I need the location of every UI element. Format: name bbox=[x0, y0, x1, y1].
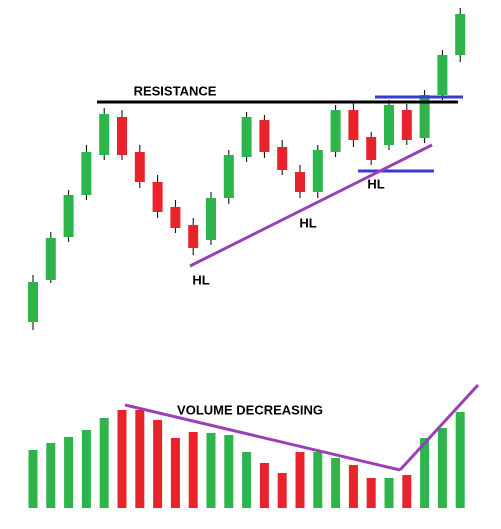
volume-bar bbox=[64, 437, 74, 508]
volume-bar bbox=[437, 428, 447, 508]
trend-line bbox=[189, 143, 433, 268]
candle-body bbox=[63, 195, 74, 237]
candle-body bbox=[28, 282, 38, 322]
annotation: VOLUME DECREASING bbox=[177, 402, 323, 417]
volume-bar bbox=[455, 412, 465, 508]
volume-bar bbox=[153, 420, 163, 508]
candle-body bbox=[81, 152, 92, 195]
volume-trend-line bbox=[398, 383, 480, 472]
volume-bar bbox=[28, 450, 38, 508]
volume-bar bbox=[135, 410, 145, 508]
volume-bar bbox=[242, 452, 252, 508]
candle-body bbox=[206, 198, 216, 240]
candle-body bbox=[188, 225, 199, 248]
annotation: HL bbox=[367, 176, 384, 191]
candle-body bbox=[312, 150, 323, 192]
candle-body bbox=[348, 110, 359, 140]
volume-bar bbox=[99, 418, 109, 508]
volume-bar bbox=[420, 438, 430, 508]
volume-bar bbox=[81, 430, 91, 508]
candle-body bbox=[117, 117, 127, 155]
volume-bar bbox=[402, 475, 412, 508]
annotation: RESISTANCE bbox=[134, 83, 217, 98]
volume-bar bbox=[384, 478, 394, 508]
candle-body bbox=[295, 172, 305, 192]
candle-body bbox=[152, 182, 163, 212]
candle-body bbox=[366, 137, 377, 160]
annotation: HL bbox=[192, 272, 209, 287]
candle-body bbox=[330, 110, 341, 152]
volume-bar bbox=[366, 478, 376, 508]
candle-body bbox=[277, 147, 288, 170]
volume-bar bbox=[206, 433, 216, 508]
candle-body bbox=[259, 120, 270, 152]
volume-bar bbox=[313, 452, 323, 508]
volume-bar bbox=[348, 465, 358, 508]
candle-body bbox=[241, 117, 252, 157]
candle-body bbox=[45, 238, 56, 280]
candle-body bbox=[384, 105, 394, 145]
volume-bar bbox=[117, 410, 127, 508]
volume-bar bbox=[259, 463, 269, 508]
volume-bar bbox=[224, 435, 234, 508]
candle-body bbox=[99, 114, 110, 155]
marks bbox=[28, 8, 466, 508]
volume-bar bbox=[188, 432, 198, 508]
volume-bar bbox=[295, 452, 305, 508]
volume-bar bbox=[46, 443, 56, 508]
volume-bar bbox=[277, 473, 287, 508]
candle-body bbox=[134, 152, 145, 182]
candle-body bbox=[170, 207, 181, 228]
candle-body bbox=[455, 14, 466, 55]
volume-bar bbox=[331, 458, 341, 508]
volume-trend-line bbox=[124, 403, 401, 472]
candle-body bbox=[419, 95, 430, 138]
candle-body bbox=[437, 55, 448, 95]
annotation: HL bbox=[299, 215, 316, 230]
candle-body bbox=[401, 110, 412, 140]
candle-body bbox=[223, 155, 234, 198]
volume-bar bbox=[170, 438, 180, 508]
